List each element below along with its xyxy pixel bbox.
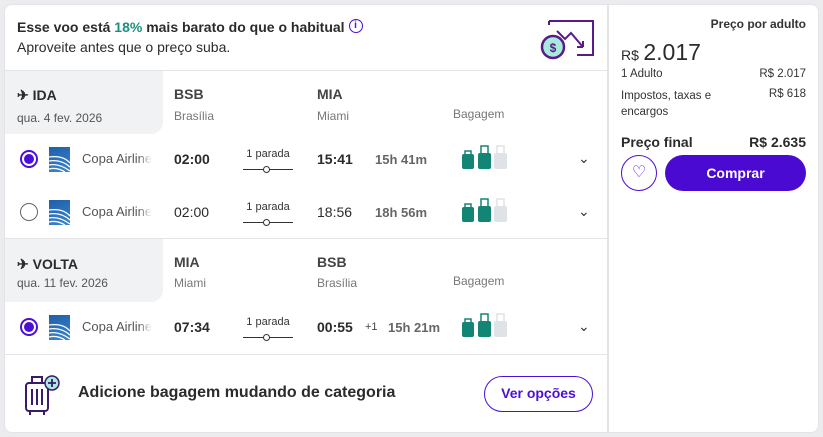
duration: 15h 21m	[388, 320, 441, 335]
promo-title: Esse voo está 18% mais barato do que o h…	[17, 19, 363, 35]
outbound-header	[5, 71, 163, 134]
taxes-label: Impostos, taxas e encargos	[621, 90, 712, 118]
origin-code: BSB	[174, 86, 204, 102]
stops-label: 1 parada	[246, 201, 290, 213]
copa-airlines-logo	[49, 147, 70, 172]
return-label: ✈ VOLTA	[17, 256, 78, 272]
per-adult-label: Preço por adulto	[710, 17, 806, 31]
final-price-label: Preço final	[621, 134, 693, 150]
origin-city: Brasília	[174, 109, 215, 123]
baggage-header: Bagagem	[453, 274, 505, 288]
see-options-button[interactable]: Ver opções	[484, 376, 593, 412]
airline-name: Copa Airlines	[82, 319, 152, 334]
buy-button[interactable]: Comprar	[665, 155, 806, 191]
favorite-heart-icon[interactable]: ♡	[621, 155, 657, 191]
baggage-icon	[462, 198, 507, 222]
add-baggage-icon	[25, 375, 60, 415]
stop-dot	[263, 219, 270, 226]
origin-code: MIA	[174, 254, 200, 270]
price-panel: Preço por adulto R$ 2.017 1 Adulto R$ 2.…	[608, 4, 819, 433]
stops-label: 1 parada	[246, 316, 290, 328]
arrival-time: 18:56	[317, 204, 353, 220]
arrival-time: 00:55	[317, 319, 353, 335]
stop-dot	[263, 166, 270, 173]
final-price-value: R$ 2.635	[749, 134, 806, 150]
departure-time: 02:00	[174, 151, 210, 167]
baggage-icon	[462, 145, 507, 169]
itinerary-card: Esse voo está 18% mais barato do que o h…	[4, 4, 608, 433]
return-date: qua. 11 fev. 2026	[17, 276, 108, 290]
flight-select-radio[interactable]	[20, 203, 38, 221]
adults-value: R$ 2.017	[759, 68, 806, 80]
origin-city: Miami	[174, 276, 206, 290]
chevron-down-icon[interactable]: ⌄	[578, 203, 590, 219]
stop-dot	[263, 334, 270, 341]
adults-label: 1 Adulto	[621, 68, 663, 80]
price-drop-icon: $	[540, 20, 594, 60]
divider	[5, 238, 607, 239]
copa-airlines-logo	[49, 200, 70, 225]
duration: 15h 41m	[375, 152, 428, 167]
airline-name: Copa Airlines	[82, 151, 152, 166]
per-adult-price: R$ 2.017	[621, 39, 701, 65]
return-header	[5, 239, 163, 302]
day-offset: +1	[365, 321, 378, 333]
destination-code: MIA	[317, 86, 343, 102]
divider	[5, 70, 607, 71]
stops-label: 1 parada	[246, 148, 290, 160]
svg-text:$: $	[550, 41, 557, 55]
flight-select-radio[interactable]	[20, 318, 38, 336]
info-icon[interactable]: i	[348, 19, 363, 33]
baggage-icon	[462, 313, 507, 337]
divider	[5, 354, 607, 355]
chevron-down-icon[interactable]: ⌄	[578, 318, 590, 334]
baggage-header: Bagagem	[453, 107, 505, 121]
promo-percent: 18%	[114, 19, 143, 35]
chevron-down-icon[interactable]: ⌄	[578, 150, 590, 166]
promo-subtitle: Aproveite antes que o preço suba.	[17, 39, 231, 55]
plane-icon: ✈	[17, 87, 33, 103]
departure-time: 02:00	[174, 204, 210, 220]
duration: 18h 56m	[375, 205, 428, 220]
airline-name: Copa Airlines	[82, 204, 152, 219]
destination-code: BSB	[317, 254, 347, 270]
outbound-label: ✈ IDA	[17, 87, 57, 103]
flight-select-radio[interactable]	[20, 150, 38, 168]
destination-city: Brasília	[317, 276, 358, 290]
outbound-date: qua. 4 fev. 2026	[17, 111, 103, 125]
plane-icon: ✈	[17, 256, 33, 272]
departure-time: 07:34	[174, 319, 210, 335]
copa-airlines-logo	[49, 315, 70, 340]
destination-city: Miami	[317, 109, 349, 123]
banner-text: Adicione bagagem mudando de categoria	[78, 384, 396, 401]
taxes-value: R$ 618	[768, 88, 806, 100]
arrival-time: 15:41	[317, 151, 353, 167]
